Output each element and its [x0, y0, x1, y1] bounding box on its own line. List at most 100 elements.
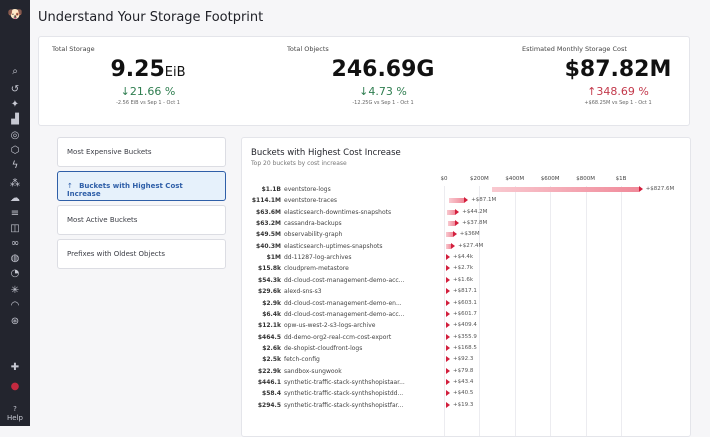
cloud-icon[interactable]: ☁ [10, 193, 20, 204]
bucket-name[interactable]: dd-11287-log-archives [284, 254, 352, 262]
cost-increase-chart: Buckets with Highest Cost Increase Top 2… [241, 137, 691, 437]
increase-arrow [446, 254, 450, 261]
bar-row[interactable]: $15.8k cloudprem-metastore +$2.7k [242, 263, 692, 274]
nav-card[interactable]: Most Active Buckets [57, 205, 226, 235]
bugs-icon[interactable]: ✳ [10, 285, 20, 296]
bar-row[interactable]: $446.1 synthetic-traffic-stack-synthshopi… [242, 377, 692, 388]
chart-subtitle: Top 20 buckets by cost increase [251, 160, 347, 167]
bar-row[interactable]: $464.5 dd-demo-org2-real-ccm-cost-export +… [242, 332, 692, 343]
stat-unit: EiB [164, 65, 186, 80]
stat-card: Total Objects 246.69G ↓4.73 % -12.25G vs Se… [274, 37, 492, 127]
x-tick-label: $200M [470, 176, 489, 182]
bucket-name[interactable]: de-shopist-cloudfront-logs [284, 344, 363, 352]
bucket-cost: $294.5 [257, 401, 281, 409]
bucket-name[interactable]: sandbox-sungwook [284, 367, 342, 375]
nav-card[interactable]: Prefixes with Oldest Objects [57, 239, 226, 269]
dashboards-icon[interactable]: ▟ [11, 114, 19, 125]
bucket-name[interactable]: synthetic-traffic-stack-synthshopistdd..… [284, 390, 404, 398]
bar-row[interactable]: $6.4k dd-cloud-cost-management-demo-acc..… [242, 309, 692, 320]
bucket-name[interactable]: eventstore-traces [284, 197, 338, 205]
bucket-name[interactable]: dd-demo-org2-real-ccm-cost-export [284, 333, 392, 341]
bar-row[interactable]: $63.6M elasticsearch-downtimes-snapshots +… [242, 207, 692, 218]
bucket-name[interactable]: fetch-config [284, 356, 320, 364]
help-button[interactable]: ? Help [0, 405, 30, 423]
bucket-name[interactable]: cassandra-backups [284, 220, 342, 228]
bucket-name[interactable]: dd-cloud-cost-management-demo-acc... [284, 276, 405, 284]
extensions-icon[interactable]: ✚ [10, 362, 20, 373]
x-tick-label: $600M [540, 176, 560, 182]
bar-row[interactable]: $2.5k fetch-config +$92.3 [242, 354, 692, 365]
delta-label: +$355.9 [453, 333, 477, 340]
bucket-name[interactable]: observability-graph [284, 231, 343, 239]
stat-number: 9.25 [110, 57, 165, 82]
bar-row[interactable]: $1.1B eventstore-logs +$827.6M [242, 184, 692, 195]
bar-row[interactable]: $58.4 synthetic-traffic-stack-synthshopis… [242, 388, 692, 399]
bar-row[interactable]: $114.1M eventstore-traces +$87.1M [242, 195, 692, 206]
security-icon[interactable]: ◫ [10, 223, 20, 234]
stat-label: Total Objects [287, 45, 329, 53]
stat-card: Total Storage 9.25EiB ↓21.66 % -2.56 EiB vs… [39, 37, 257, 127]
gridline [479, 186, 481, 436]
bucket-name[interactable]: elasticsearch-downtimes-snapshots [284, 208, 392, 216]
bar-row[interactable]: $2.6k de-shopist-cloudfront-logs +$168.5 [242, 343, 692, 354]
stat-change-value: 21.66 % [129, 85, 176, 98]
bucket-name[interactable]: opw-us-west-2-s3-logs-archive [284, 322, 376, 330]
bar-row[interactable]: $22.9k sandbox-sungwook +$79.8 [242, 366, 692, 377]
bucket-cost: $2.5k [262, 356, 281, 364]
stat-value: $87.82M [509, 57, 710, 82]
bucket-name[interactable]: elasticsearch-uptimes-snapshots [284, 242, 383, 250]
bucket-cost: $464.5 [257, 333, 281, 341]
logs-icon[interactable]: ≡ [10, 208, 20, 219]
bar-row[interactable]: $49.5M observability-graph +$36M [242, 229, 692, 240]
recent-icon[interactable]: ↺ [10, 84, 20, 95]
bar-row[interactable]: $63.2M cassandra-backups +$37.8M [242, 218, 692, 229]
bar-row[interactable]: $29.6k alexd-sns-s3 +$817.1 [242, 286, 692, 297]
performance-icon[interactable]: ◠ [10, 300, 20, 311]
nav-card[interactable]: ↑ Buckets with Highest Cost Increase [57, 171, 226, 201]
services-icon[interactable]: ⁂ [10, 178, 20, 189]
bar-row[interactable]: $1M dd-11287-log-archives +$4.4k [242, 252, 692, 263]
synthetics-icon[interactable]: ⊛ [10, 316, 20, 327]
nav-card-label: Prefixes with Oldest Objects [67, 250, 165, 258]
integrations-icon[interactable]: ∞ [10, 238, 20, 249]
x-tick-label: $800M [576, 176, 595, 182]
infrastructure-icon[interactable]: ◎ [10, 130, 20, 141]
increase-arrow [446, 276, 450, 283]
delta-label: +$2.7k [453, 265, 474, 272]
help-icon: ? [13, 405, 17, 413]
increase-arrow [451, 242, 456, 249]
bar-row[interactable]: $40.3M elasticsearch-uptimes-snapshots +$2… [242, 241, 692, 252]
nav-card[interactable]: Most Expensive Buckets [57, 137, 226, 167]
apm-icon[interactable]: ⬡ [10, 145, 20, 156]
search-icon[interactable]: ⌕ [12, 66, 18, 77]
bucket-name[interactable]: eventstore-logs [284, 186, 331, 193]
bar-row[interactable]: $2.9k dd-cloud-cost-management-demo-en...… [242, 298, 692, 309]
bar [446, 243, 452, 249]
gridline [550, 186, 552, 436]
bucket-name[interactable]: cloudprem-metastore [284, 265, 349, 273]
stat-change: ↓21.66 % [39, 85, 257, 98]
gridline [585, 186, 587, 436]
bar-row[interactable]: $294.5 synthetic-traffic-stack-synthshopi… [242, 400, 692, 411]
bar-row[interactable]: $54.3k dd-cloud-cost-management-demo-acc.… [242, 275, 692, 286]
stat-change-value: 4.73 % [368, 85, 407, 98]
network-icon[interactable]: ◍ [10, 253, 20, 264]
stat-label: Total Storage [52, 45, 95, 53]
monitors-icon[interactable]: ◔ [10, 268, 20, 279]
stat-detail: -12.25G vs Sep 1 - Oct 1 [352, 100, 414, 106]
bucket-name[interactable]: synthetic-traffic-stack-synthshopistaar.… [284, 378, 405, 386]
events-icon[interactable]: ϟ [11, 160, 19, 171]
bucket-cost: $446.1 [257, 378, 281, 386]
x-tick-label: $400M [505, 176, 525, 182]
bar-row[interactable]: $12.1k opw-us-west-2-s3-logs-archive +$409… [242, 320, 692, 331]
bucket-name[interactable]: synthetic-traffic-stack-synthshopistfar.… [284, 401, 404, 409]
bucket-name[interactable]: alexd-sns-s3 [284, 288, 322, 296]
increase-arrow [446, 401, 450, 408]
delta-label: +$817.1 [453, 288, 477, 295]
bucket-name[interactable]: dd-cloud-cost-management-demo-acc... [284, 310, 405, 318]
bucket-cost: $29.6k [258, 288, 281, 296]
user-avatar-icon[interactable]: ● [10, 381, 20, 392]
sparkle-icon[interactable]: ✦ [10, 99, 20, 110]
bucket-name[interactable]: dd-cloud-cost-management-demo-en... [284, 299, 402, 307]
sidebar: 🐶 ⌕ ↺ ✦ ▟ ◎ ⬡ ϟ ⁂ ☁ ≡ ◫ ∞ ◍ ◔ ✳ ◠ ⊛ ✚ ●? Help [0, 0, 30, 426]
